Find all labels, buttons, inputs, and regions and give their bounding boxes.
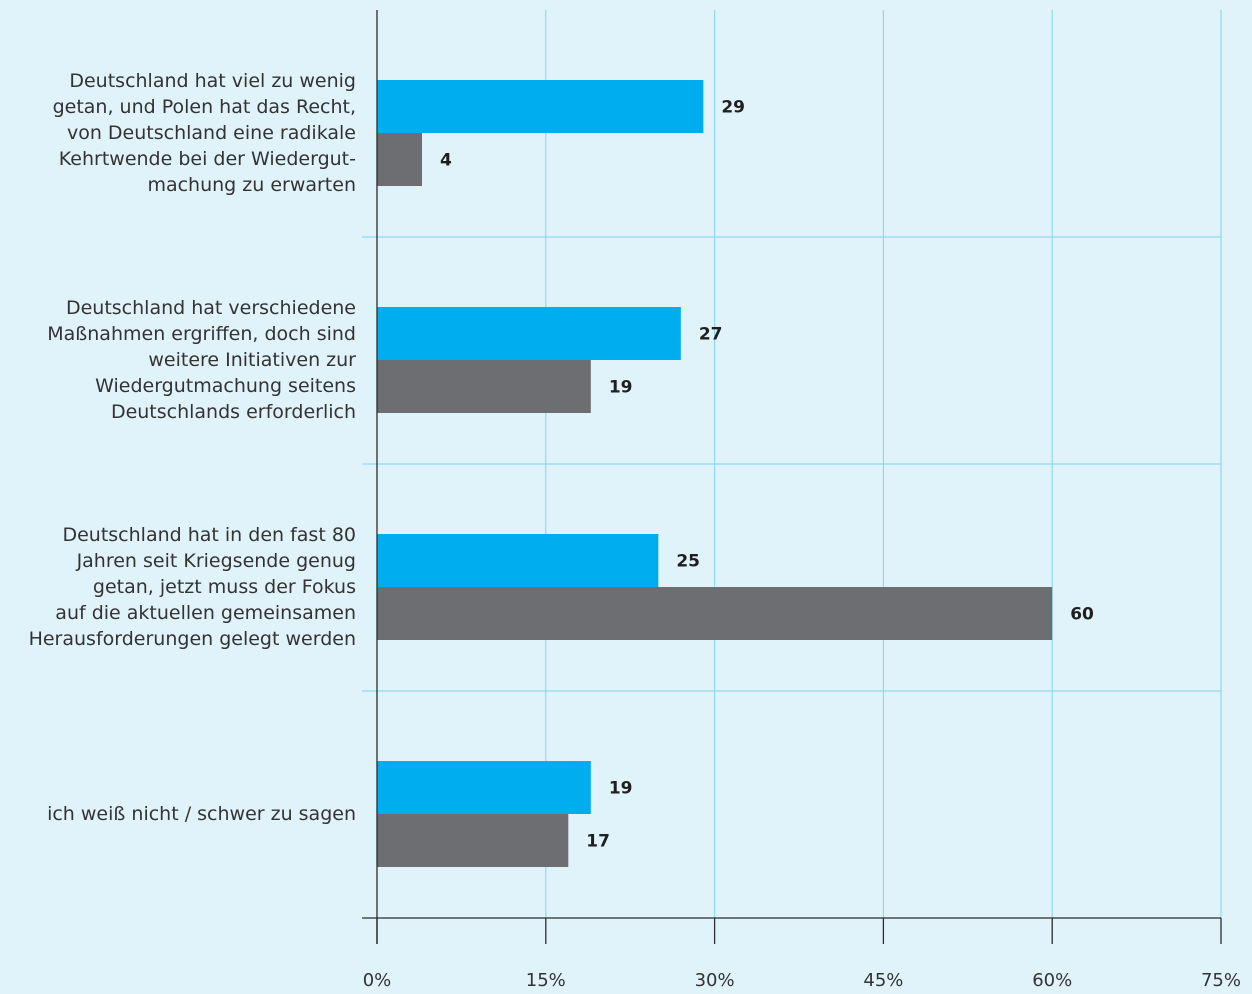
label-layer: 29 4 27 19 25 60 19 17 0% 15% 30% 45% 60% 75% [363,98,1241,992]
value-label: 27 [699,325,723,345]
x-tick-label: 0% [363,970,392,991]
value-label: 19 [609,779,633,799]
bar [377,307,681,360]
value-label: 19 [609,378,633,398]
bar [377,80,704,133]
value-label: 4 [440,151,452,171]
value-label: 25 [676,552,700,572]
bar [377,360,591,413]
value-label: 17 [586,832,610,852]
category-label: Deutschland hat viel zu wenig getan, und… [52,70,356,196]
value-label: 60 [1070,605,1094,625]
x-tick-label: 60% [1032,970,1072,991]
value-label: 29 [721,98,745,118]
bar [377,587,1053,640]
x-tick-label: 45% [863,970,903,991]
bar [377,814,569,867]
bar [377,534,659,587]
bar-layer [377,80,1053,867]
category-label: ich weiß nicht / schwer zu sagen [47,803,356,825]
x-tick-label: 75% [1201,970,1241,991]
category-label: Deutschland hat verschiedene Maßnahmen e… [47,297,356,423]
axis-layer [362,10,1222,944]
x-tick-label: 30% [695,970,735,991]
x-tick-label: 15% [526,970,566,991]
bar [377,133,423,186]
category-label: Deutschland hat in den fast 80 Jahren se… [28,524,356,650]
bar [377,761,591,814]
grid-layer [362,10,1222,918]
